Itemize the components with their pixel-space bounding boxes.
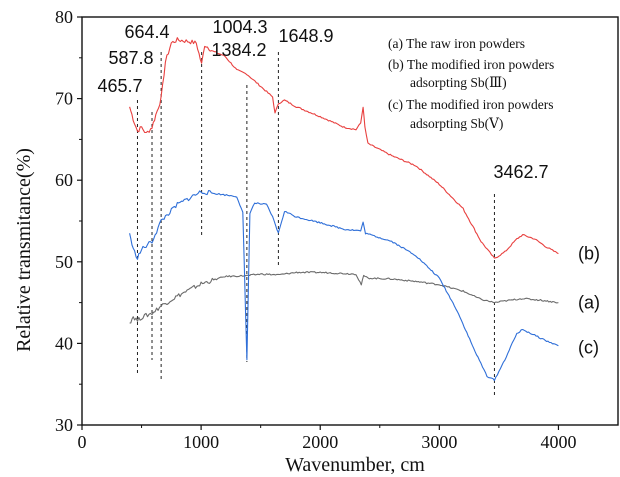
- x-axis-title: Wavenumber, cm: [285, 454, 425, 476]
- series-line-a: [129, 271, 559, 324]
- x-tick-label: 4000: [540, 432, 576, 452]
- y-tick-label: 70: [55, 89, 73, 109]
- peak-label: 465.7: [97, 76, 142, 96]
- series-line-c: [129, 190, 559, 382]
- legend-line-4: (c) The modified iron powders: [388, 97, 553, 112]
- peak-labels: 465.7 587.8 664.4 1004.3 1384.2 1648.9 3462.7: [97, 17, 548, 182]
- series-end-label: (c): [578, 337, 599, 357]
- y-tick-label: 30: [55, 415, 73, 435]
- legend: (a) The raw iron powders (b) The modifie…: [388, 36, 554, 131]
- legend-line-1: (a) The raw iron powders: [388, 36, 525, 51]
- peak-label: 1004.3: [212, 17, 267, 37]
- tick-labels: 0 1000 2000 3000 4000 30 40 50 60 70 80: [55, 7, 576, 452]
- legend-line-2: (b) The modified iron powders: [388, 57, 554, 72]
- peak-label: 1648.9: [278, 26, 333, 46]
- series-line-b: [129, 37, 559, 259]
- legend-line-3: adsorpting Sb(Ⅲ): [410, 75, 507, 90]
- plot-frame: [81, 16, 619, 426]
- x-tick-label: 3000: [421, 432, 457, 452]
- y-tick-label: 80: [55, 7, 73, 27]
- peak-label: 1384.2: [211, 40, 266, 60]
- x-tick-label: 2000: [302, 432, 338, 452]
- legend-line-5: adsorpting Sb(Ⅴ): [410, 116, 503, 131]
- series-end-labels: (b) (a) (c): [578, 244, 600, 358]
- series-end-label: (a): [578, 293, 600, 313]
- y-tick-label: 50: [55, 252, 73, 272]
- x-tick-label: 0: [78, 432, 87, 452]
- peak-label: 587.8: [108, 48, 153, 68]
- y-axis-title: Relative transmitance(%): [13, 148, 35, 352]
- series-lines: [129, 37, 559, 382]
- y-tick-label: 40: [55, 333, 73, 353]
- peak-label: 3462.7: [493, 162, 548, 182]
- x-tick-label: 1000: [183, 432, 219, 452]
- peak-label: 664.4: [124, 22, 169, 42]
- y-tick-label: 60: [55, 170, 73, 190]
- series-end-label: (b): [578, 244, 600, 264]
